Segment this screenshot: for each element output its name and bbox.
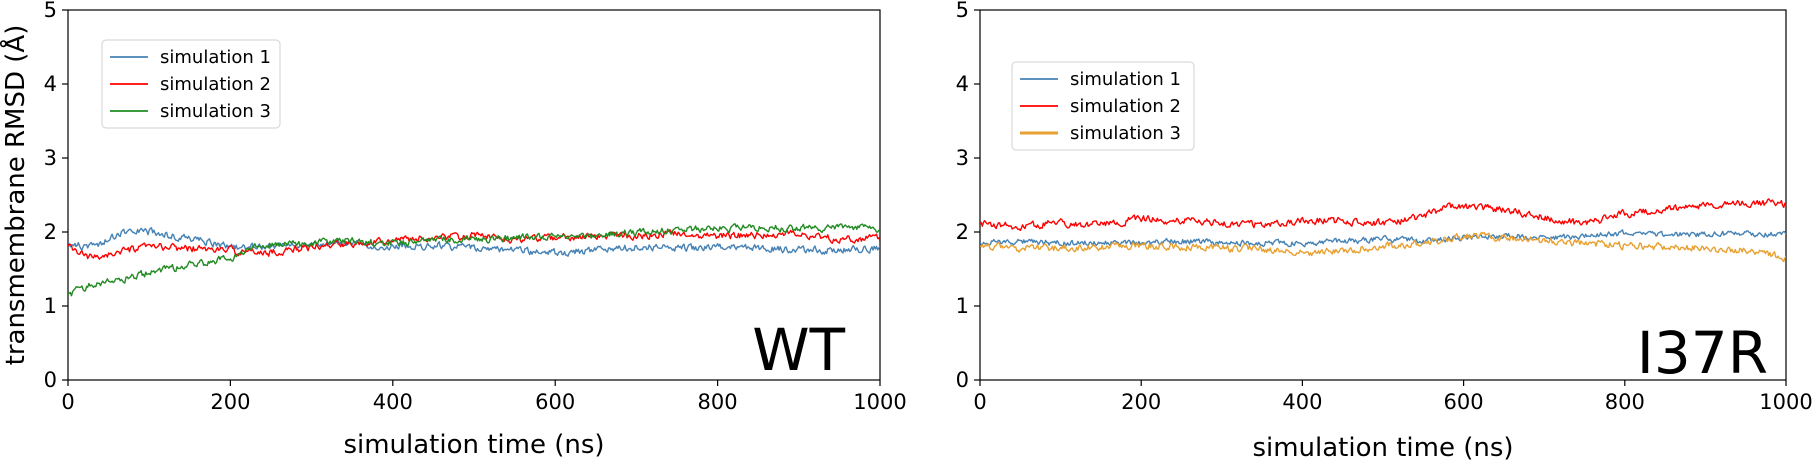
y-tick-label: 1 [956, 294, 969, 318]
x-axis-title: simulation time (ns) [1252, 433, 1513, 463]
x-tick-label: 0 [973, 390, 986, 414]
series-line-1 [68, 227, 880, 257]
x-tick-label: 1000 [1759, 390, 1812, 414]
series-line-1 [980, 229, 1786, 248]
series-line-3 [980, 231, 1786, 263]
x-tick-label: 1000 [853, 390, 906, 414]
y-tick-label: 5 [956, 0, 969, 22]
x-tick-label: 800 [1605, 390, 1645, 414]
y-tick-label: 5 [44, 0, 57, 22]
plot-frame [979, 9, 1787, 381]
legend: simulation 1 simulation 2 simulation 3 [1011, 61, 1195, 151]
legend-entry: simulation 2 [1070, 96, 1181, 117]
x-tick-label: 400 [1282, 390, 1322, 414]
x-axis-title: simulation time (ns) [343, 430, 604, 460]
legend-entry: simulation 2 [160, 74, 271, 95]
y-axis-title: transmembrane RMSD (Å) [0, 25, 31, 366]
x-tick-label: 400 [373, 390, 413, 414]
series-line-3 [68, 223, 880, 297]
panel-label: WT [752, 316, 845, 384]
x-tick-label: 0 [61, 390, 74, 414]
x-tick-label: 800 [698, 390, 738, 414]
legend-box [1011, 61, 1195, 151]
legend-entry: simulation 3 [160, 101, 271, 122]
panel-wt: transmembrane RMSD (Å) simulation time (… [0, 0, 907, 460]
y-tick-label: 4 [956, 72, 969, 96]
panel-i37r: simulation time (ns) I37R 0 200 400 600 800 1… [956, 0, 1813, 463]
x-tick-label: 200 [210, 390, 250, 414]
y-tick-label: 3 [44, 146, 57, 170]
panel-label: I37R [1637, 319, 1768, 387]
y-tick-label: 1 [44, 294, 57, 318]
plot-frame [67, 9, 881, 381]
legend-entry: simulation 1 [1070, 69, 1181, 90]
legend-entry: simulation 3 [1070, 123, 1181, 144]
x-tick-label: 200 [1121, 390, 1161, 414]
y-tick-label: 0 [44, 368, 57, 392]
y-tick-label: 4 [44, 72, 57, 96]
series-line-2 [980, 198, 1786, 232]
y-tick-label: 3 [956, 146, 969, 170]
y-tick-label: 2 [956, 220, 969, 244]
legend: simulation 1 simulation 2 simulation 3 [101, 39, 281, 129]
y-tick-label: 0 [956, 368, 969, 392]
legend-entry: simulation 1 [160, 47, 271, 68]
x-tick-label: 600 [535, 390, 575, 414]
x-tick-label: 600 [1444, 390, 1484, 414]
y-tick-label: 2 [44, 220, 57, 244]
legend-box [101, 39, 281, 129]
series-line-2 [68, 228, 880, 260]
